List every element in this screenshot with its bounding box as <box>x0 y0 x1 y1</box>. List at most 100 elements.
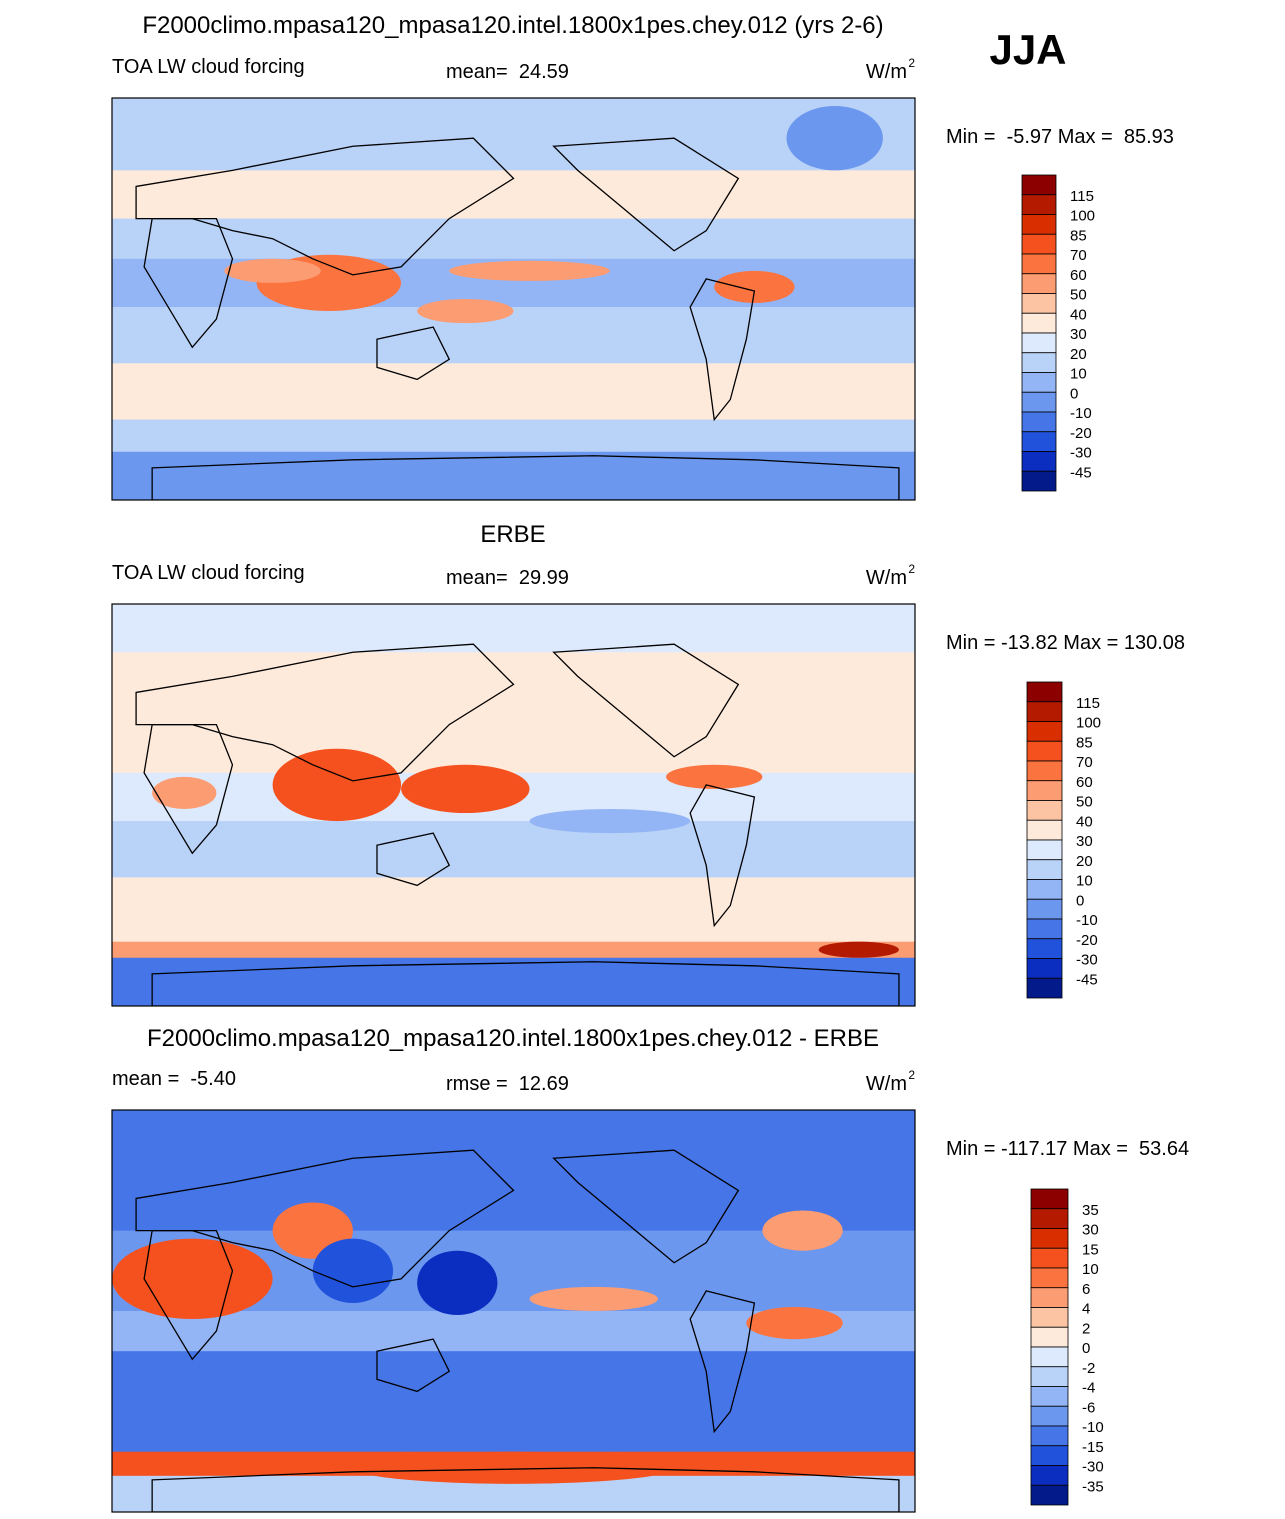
colorbar-label: -30 <box>1082 1459 1104 1476</box>
season-label: JJA <box>989 26 1066 73</box>
colorbar-label: 0 <box>1070 385 1078 402</box>
colorbar-label: 30 <box>1082 1222 1099 1239</box>
coastline <box>689 1290 756 1434</box>
map-contour <box>417 299 514 324</box>
colorbar-label: 115 <box>1076 695 1100 712</box>
units-sup: 2 <box>908 1068 915 1082</box>
colorbar-label: -6 <box>1082 1399 1095 1416</box>
map-band <box>112 451 915 500</box>
map-band <box>112 419 915 453</box>
colorbar-label: 60 <box>1070 267 1087 284</box>
colorbar-label: 70 <box>1076 754 1093 771</box>
colorbar-box <box>1021 214 1057 235</box>
colorbar-label: -45 <box>1070 464 1092 481</box>
colorbar-label: 30 <box>1070 326 1087 343</box>
map-contour <box>417 1250 498 1316</box>
colorbar-label: 85 <box>1076 734 1093 751</box>
colorbar-label: 20 <box>1076 853 1093 870</box>
coastline <box>376 832 451 887</box>
coastline <box>135 1149 515 1288</box>
colorbar-box <box>1026 918 1063 940</box>
map-contour <box>762 1210 843 1251</box>
units-sup: 2 <box>908 562 915 576</box>
map-contour <box>529 1286 659 1311</box>
map-contour <box>786 106 883 171</box>
colorbar-box <box>1026 958 1063 979</box>
units: W/m <box>866 567 907 589</box>
map-contour <box>224 258 321 283</box>
colorbar-label: 30 <box>1076 833 1093 850</box>
map-contour <box>272 748 402 822</box>
colorbar-box <box>1021 332 1057 354</box>
colorbar-label: -15 <box>1082 1439 1104 1456</box>
colorbar-box <box>1030 1307 1069 1328</box>
map-field <box>112 1110 915 1512</box>
panel-title: ERBE <box>480 521 545 548</box>
colorbar-label: -20 <box>1076 932 1098 949</box>
colorbar-label: 4 <box>1082 1301 1090 1318</box>
colorbar-box <box>1021 372 1057 393</box>
colorbar-box <box>1026 819 1063 841</box>
map-band <box>112 957 915 1006</box>
colorbar-label: 35 <box>1082 1202 1099 1219</box>
coastline <box>135 643 515 782</box>
colorbar-box <box>1021 293 1057 314</box>
map-contour <box>152 776 217 810</box>
map-field <box>112 98 915 500</box>
colorbar-box <box>1030 1188 1069 1210</box>
colorbar-box <box>1021 352 1057 373</box>
min-max: Min = -117.17 Max = 53.64 <box>946 1138 1189 1160</box>
colorbar-box <box>1030 1346 1069 1368</box>
colorbar-label: -2 <box>1082 1360 1095 1377</box>
colorbar-label: 10 <box>1076 873 1093 890</box>
colorbar-label: -10 <box>1076 912 1098 929</box>
colorbar-box <box>1026 938 1063 959</box>
map-frame <box>111 1109 916 1513</box>
units: W/m <box>866 1073 907 1095</box>
coastline <box>376 326 451 381</box>
map-contour <box>529 809 691 834</box>
map-contour <box>714 270 795 304</box>
map-contour <box>818 941 899 958</box>
colorbar-label: 6 <box>1082 1281 1090 1298</box>
colorbar-box <box>1030 1267 1069 1289</box>
colorbar-box <box>1026 879 1063 900</box>
colorbar-label: 0 <box>1076 892 1084 909</box>
coastline <box>143 723 234 855</box>
colorbar-label: 100 <box>1076 715 1101 732</box>
map-contour <box>746 1306 843 1340</box>
map-band <box>112 604 915 654</box>
map-band <box>112 877 915 943</box>
coastline <box>143 1229 234 1361</box>
colorbar-label: 50 <box>1070 287 1087 304</box>
colorbar-box <box>1026 839 1063 861</box>
colorbar-box <box>1021 451 1057 472</box>
colorbar-box <box>1026 800 1063 821</box>
colorbar-box <box>1021 391 1057 413</box>
panel-title: F2000climo.mpasa120_mpasa120.intel.1800x… <box>147 1025 879 1052</box>
colorbar-box <box>1021 431 1057 452</box>
colorbar-label: -30 <box>1076 952 1098 969</box>
colorbar-label: 60 <box>1076 774 1093 791</box>
colorbar-box <box>1021 312 1057 334</box>
map-contour <box>112 1238 273 1320</box>
coastline <box>689 278 756 422</box>
colorbar-label: 2 <box>1082 1320 1090 1337</box>
colorbar-box <box>1030 1208 1069 1229</box>
panel-left-label: TOA LW cloud forcing <box>112 562 305 584</box>
colorbar-box <box>1021 273 1057 294</box>
colorbar-box <box>1026 760 1063 782</box>
colorbar-box <box>1026 977 1063 999</box>
colorbar-box <box>1021 233 1057 255</box>
coastline <box>143 217 234 349</box>
colorbar-box <box>1030 1465 1069 1486</box>
colorbar-box <box>1030 1366 1069 1387</box>
colorbar-box <box>1030 1228 1069 1249</box>
panel-center-label: rmse = 12.69 <box>446 1073 569 1095</box>
map-band <box>112 821 915 879</box>
map-band <box>112 1110 915 1232</box>
map-contour <box>312 1238 394 1303</box>
coastline <box>376 1338 451 1393</box>
colorbar-box <box>1030 1326 1069 1348</box>
colorbar-label: 50 <box>1076 794 1093 811</box>
